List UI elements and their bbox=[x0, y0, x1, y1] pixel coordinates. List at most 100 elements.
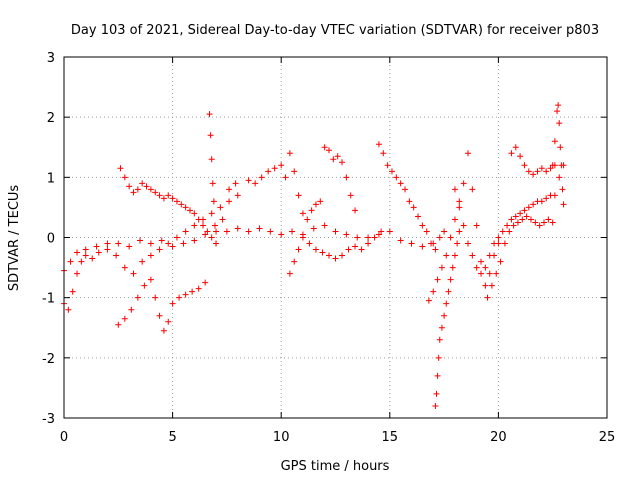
data-point bbox=[456, 228, 463, 235]
data-point bbox=[126, 183, 133, 190]
data-point bbox=[495, 234, 502, 241]
data-point bbox=[232, 180, 239, 187]
data-point bbox=[115, 321, 122, 328]
data-point bbox=[486, 252, 493, 259]
data-point bbox=[510, 222, 517, 229]
data-point bbox=[317, 198, 324, 205]
data-point bbox=[345, 246, 352, 253]
data-point bbox=[191, 237, 198, 244]
data-point bbox=[256, 225, 263, 232]
data-point bbox=[451, 186, 458, 193]
data-point bbox=[454, 240, 461, 247]
data-point bbox=[434, 276, 441, 283]
data-point bbox=[156, 192, 163, 199]
data-point bbox=[517, 210, 524, 217]
data-point bbox=[473, 264, 480, 271]
data-point bbox=[306, 240, 313, 247]
series-track-k bbox=[451, 162, 567, 277]
data-point bbox=[113, 252, 120, 259]
data-point bbox=[69, 288, 76, 295]
data-point bbox=[486, 270, 493, 277]
data-point bbox=[538, 165, 545, 172]
data-point bbox=[202, 231, 209, 238]
x-tick-label: 5 bbox=[168, 430, 176, 445]
data-point bbox=[559, 186, 566, 193]
data-point bbox=[375, 231, 382, 238]
data-point bbox=[557, 144, 564, 151]
data-point bbox=[432, 246, 439, 253]
data-point bbox=[521, 207, 528, 214]
data-point bbox=[182, 204, 189, 211]
data-point bbox=[525, 204, 532, 211]
data-point bbox=[226, 186, 233, 193]
data-point bbox=[527, 216, 534, 223]
data-point bbox=[191, 222, 198, 229]
data-point bbox=[436, 234, 443, 241]
data-point bbox=[156, 312, 163, 319]
data-point bbox=[245, 177, 252, 184]
data-point bbox=[209, 180, 216, 187]
data-point bbox=[207, 132, 214, 139]
data-point bbox=[534, 168, 541, 175]
data-point bbox=[160, 195, 167, 202]
data-point bbox=[419, 222, 426, 229]
data-point bbox=[182, 291, 189, 298]
data-point bbox=[473, 222, 480, 229]
data-point bbox=[82, 252, 89, 259]
data-point bbox=[67, 258, 74, 265]
data-point bbox=[325, 252, 332, 259]
data-point bbox=[551, 138, 558, 145]
data-point bbox=[295, 246, 302, 253]
data-point bbox=[415, 213, 422, 220]
series-track-m bbox=[549, 102, 567, 208]
data-point bbox=[423, 228, 430, 235]
data-point bbox=[234, 192, 241, 199]
data-point bbox=[278, 162, 285, 169]
data-point bbox=[456, 204, 463, 211]
series-track-i bbox=[432, 228, 463, 409]
data-point bbox=[169, 195, 176, 202]
data-point bbox=[408, 240, 415, 247]
data-point bbox=[451, 216, 458, 223]
data-point bbox=[378, 228, 385, 235]
data-point bbox=[137, 237, 144, 244]
data-point bbox=[519, 216, 526, 223]
data-point bbox=[441, 312, 448, 319]
data-point bbox=[191, 210, 198, 217]
data-point bbox=[139, 180, 146, 187]
data-point bbox=[210, 198, 217, 205]
series-track-l bbox=[508, 144, 558, 178]
data-point bbox=[371, 234, 378, 241]
data-point bbox=[549, 162, 556, 169]
data-point bbox=[308, 207, 315, 214]
data-point bbox=[208, 210, 215, 217]
data-point bbox=[200, 222, 207, 229]
data-point bbox=[319, 249, 326, 256]
data-point bbox=[397, 180, 404, 187]
data-point bbox=[158, 237, 165, 244]
data-point bbox=[365, 234, 372, 241]
data-point bbox=[165, 240, 172, 247]
data-point bbox=[211, 222, 218, 229]
data-point bbox=[312, 246, 319, 253]
data-point bbox=[134, 294, 141, 301]
data-point bbox=[339, 252, 346, 259]
data-point bbox=[541, 219, 548, 226]
data-point bbox=[134, 186, 141, 193]
series-track-a bbox=[61, 222, 437, 274]
data-point bbox=[343, 174, 350, 181]
data-point bbox=[478, 258, 485, 265]
data-point bbox=[482, 282, 489, 289]
data-point bbox=[304, 216, 311, 223]
data-point bbox=[443, 252, 450, 259]
x-tick-label: 10 bbox=[273, 430, 290, 445]
data-point bbox=[447, 276, 454, 283]
data-point bbox=[530, 171, 537, 178]
data-point bbox=[386, 228, 393, 235]
data-point bbox=[352, 243, 359, 250]
data-point bbox=[365, 240, 372, 247]
data-point bbox=[165, 192, 172, 199]
data-point bbox=[438, 264, 445, 271]
data-point bbox=[419, 243, 426, 250]
data-point bbox=[310, 225, 317, 232]
